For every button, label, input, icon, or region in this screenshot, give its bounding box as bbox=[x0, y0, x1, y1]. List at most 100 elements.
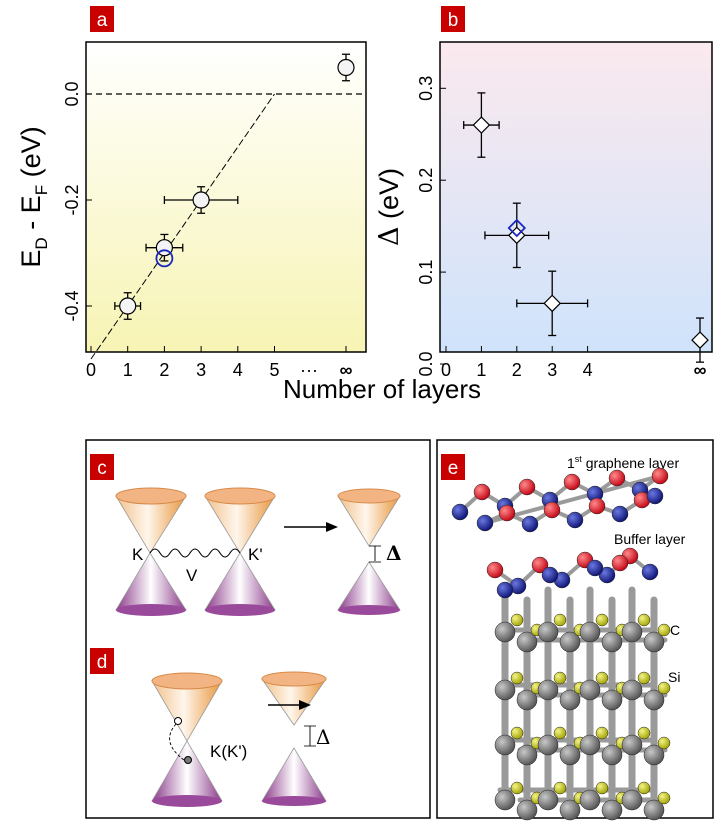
atom-carbon bbox=[537, 734, 559, 756]
atom-silicon bbox=[510, 671, 524, 685]
atom-silicon bbox=[657, 736, 671, 750]
x-tick-label: 4 bbox=[233, 360, 243, 380]
atom-silicon bbox=[510, 781, 524, 795]
atom-carbon bbox=[537, 621, 559, 643]
reference-lines-a bbox=[86, 93, 366, 360]
atom-red bbox=[588, 497, 606, 515]
x-tick-label: 2 bbox=[512, 360, 522, 380]
panel-label-d: d bbox=[97, 652, 108, 673]
label-delta-c: Δ bbox=[386, 541, 402, 565]
atom-silicon bbox=[553, 671, 567, 685]
marker-circle-blue bbox=[155, 249, 174, 268]
y-tick-label: 0.1 bbox=[416, 260, 436, 285]
x-tick-label: 2 bbox=[159, 360, 169, 380]
atom-carbon bbox=[601, 689, 623, 711]
panel-label-c: c bbox=[97, 458, 107, 479]
panel-tag-a bbox=[90, 6, 114, 32]
atom-carbon bbox=[621, 621, 643, 643]
y-ticks-a: 0.0 -0.2 -0.4 bbox=[62, 81, 92, 322]
label-v: V bbox=[186, 566, 198, 585]
data-point bbox=[463, 92, 500, 158]
atom-carbon bbox=[601, 799, 623, 821]
atom-blue bbox=[541, 566, 559, 584]
electron-state-lower bbox=[184, 756, 192, 764]
marker-circle bbox=[337, 58, 355, 77]
atom-silicon bbox=[657, 791, 671, 805]
panel-cd: c K K' V Δ d bbox=[85, 439, 431, 819]
atom-blue bbox=[646, 487, 664, 505]
y-tick-label: -0.4 bbox=[62, 290, 82, 321]
atom-red bbox=[486, 561, 504, 579]
atom-red bbox=[651, 467, 669, 485]
atom-carbon bbox=[601, 631, 623, 653]
x-tick-label: ∞ bbox=[340, 360, 353, 380]
linear-fit-line bbox=[90, 93, 275, 360]
marker-circle bbox=[192, 191, 210, 209]
atom-carbon bbox=[643, 799, 665, 821]
x-tick-label: 1 bbox=[123, 360, 133, 380]
atom-carbon bbox=[537, 679, 559, 701]
atom-carbon bbox=[579, 679, 601, 701]
panel-label-b: b bbox=[448, 10, 459, 31]
atom-blue bbox=[611, 505, 629, 523]
atom-red bbox=[531, 556, 549, 574]
gapped-cone-c bbox=[337, 488, 401, 615]
atom-silicon bbox=[637, 726, 651, 740]
atom-red bbox=[543, 501, 561, 519]
x-tick-label: 5 bbox=[269, 360, 279, 380]
atom-carbon bbox=[516, 799, 538, 821]
atom-silicon bbox=[657, 681, 671, 695]
marker-diamond bbox=[543, 294, 562, 313]
data-point bbox=[691, 317, 709, 363]
panel-tag-c bbox=[90, 454, 114, 480]
atom-blue bbox=[496, 581, 514, 599]
marker-diamond bbox=[691, 331, 709, 349]
crystal-atoms bbox=[451, 467, 671, 821]
atom-carbon bbox=[579, 621, 601, 643]
atom-red bbox=[473, 483, 491, 501]
atom-silicon bbox=[595, 613, 609, 627]
atom-red bbox=[563, 473, 581, 491]
atom-silicon bbox=[637, 781, 651, 795]
arrowhead-c bbox=[326, 522, 338, 532]
label-first-graphene: 1st graphene layer bbox=[567, 454, 679, 471]
atom-carbon bbox=[643, 689, 665, 711]
panel-tag-b bbox=[441, 6, 465, 32]
atom-silicon bbox=[553, 613, 567, 627]
marker-circle bbox=[119, 297, 137, 315]
atom-silicon bbox=[637, 671, 651, 685]
atom-carbon bbox=[494, 734, 516, 756]
atom-red bbox=[611, 554, 629, 572]
atom-carbon bbox=[494, 679, 516, 701]
atom-silicon bbox=[553, 726, 567, 740]
atom-silicon bbox=[657, 623, 671, 637]
label-buffer-layer: Buffer layer bbox=[614, 531, 686, 547]
gapped-cone-d bbox=[261, 671, 327, 806]
atom-carbon bbox=[643, 744, 665, 766]
atom-silicon bbox=[637, 613, 651, 627]
electron-state-upper bbox=[174, 717, 182, 725]
label-delta-d: Δ bbox=[316, 725, 330, 749]
x-ticks-a: 0 1 2 3 4 5 ··· ∞ bbox=[86, 346, 353, 380]
label-carbon: C bbox=[670, 622, 680, 638]
panel-tag-e bbox=[441, 454, 465, 480]
marker-diamond bbox=[472, 116, 491, 134]
atom-carbon bbox=[559, 689, 581, 711]
x-tick-label: 0 bbox=[86, 360, 96, 380]
atom-carbon bbox=[516, 689, 538, 711]
y-tick-label: 0.2 bbox=[416, 168, 436, 193]
atom-carbon bbox=[516, 744, 538, 766]
data-points-a bbox=[114, 53, 355, 320]
x-axis-label: Number of layers bbox=[283, 374, 481, 404]
dirac-cone-d bbox=[151, 672, 223, 807]
x-ticks-b: 0 1 2 3 4 ∞ bbox=[441, 346, 707, 380]
atom-carbon bbox=[559, 799, 581, 821]
y-axis-label-b: Δ (eV) bbox=[374, 168, 405, 246]
panel-a: a 0 1 2 3 4 5 ··· ∞ 0.0 -0.2 -0.4 ED - EF (eV) bbox=[16, 6, 367, 380]
atom-silicon bbox=[595, 671, 609, 685]
atom-carbon bbox=[559, 744, 581, 766]
x-tick-label: 3 bbox=[196, 360, 206, 380]
atom-red bbox=[608, 469, 626, 487]
data-point bbox=[163, 186, 239, 214]
